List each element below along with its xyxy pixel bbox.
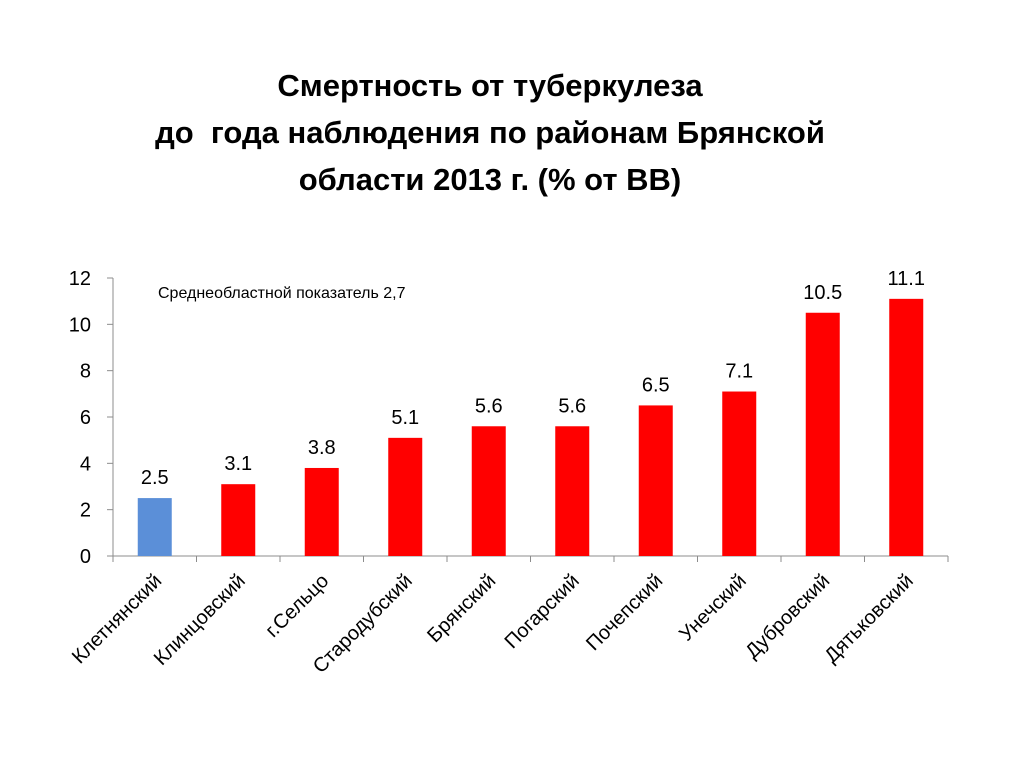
slide-title: Смертность от туберкулеза до года наблюд… [0, 62, 980, 203]
data-label: 7.1 [725, 361, 753, 383]
title-line-3: области 2013 г. (% от ВВ) [298, 162, 682, 197]
category-label: Брянский [423, 570, 500, 647]
bar [722, 391, 757, 556]
category-label: Дубровский [741, 570, 834, 663]
title-line-1: Смертность от туберкулеза [277, 68, 703, 103]
category-label: Почепский [582, 570, 667, 655]
data-label: 2.5 [141, 467, 169, 489]
data-label: 5.6 [558, 395, 586, 417]
bar [304, 467, 339, 556]
data-label: 11.1 [888, 268, 925, 290]
y-tick-label: 8 [80, 361, 91, 383]
chart-annotation: Среднеобластной показатель 2,7 [158, 285, 406, 302]
y-tick-label: 10 [69, 314, 91, 336]
y-tick-label: 12 [69, 268, 91, 290]
bar [805, 312, 840, 556]
data-labels: 2.5 3.1 3.8 5.1 5.6 5.6 6.5 7.1 10.5 11.1 [141, 268, 925, 489]
category-label: Погарский [501, 570, 584, 653]
chart-bars [137, 298, 924, 556]
bar [889, 298, 924, 556]
y-tick-label: 6 [80, 407, 91, 429]
bar [388, 437, 423, 556]
category-label: г.Сельцо [261, 570, 333, 642]
bar [471, 426, 506, 556]
title-line-2: до года наблюдения по районам Брянской [155, 115, 825, 150]
bar [137, 498, 172, 556]
y-tick-labels: 0 2 4 6 8 10 12 [69, 268, 91, 568]
y-tick-label: 2 [80, 500, 91, 522]
data-label: 3.8 [308, 437, 336, 459]
data-label: 5.6 [475, 395, 503, 417]
data-label: 6.5 [642, 374, 670, 396]
data-label: 3.1 [224, 453, 252, 475]
bar [221, 484, 256, 556]
y-tick-label: 0 [80, 546, 91, 568]
data-label: 10.5 [803, 282, 842, 304]
category-label: Унечский [675, 570, 751, 646]
data-label: 5.1 [391, 407, 419, 429]
category-label: Дятьковский [821, 570, 918, 667]
y-tick-label: 4 [80, 453, 91, 475]
bar [555, 426, 590, 556]
bar [638, 405, 673, 556]
